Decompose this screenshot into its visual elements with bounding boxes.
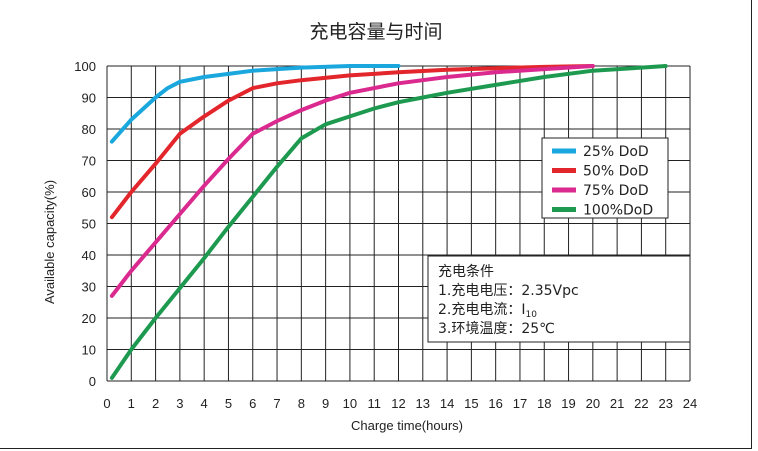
condition-voltage: 1.充电电压：2.35Vpc — [438, 283, 579, 299]
x-axis-label: Charge time(hours) — [351, 418, 463, 433]
y-axis-label: Available capacity(%) — [42, 180, 57, 304]
y-tick-label: 10 — [82, 343, 96, 358]
y-tick-labels: 0 10 20 30 40 50 60 70 80 90 100 — [74, 59, 96, 389]
x-tick-label: 16 — [488, 396, 502, 411]
x-tick-label: 9 — [322, 396, 329, 411]
x-tick-label: 22 — [634, 396, 648, 411]
condition-current-symbol: I — [521, 302, 525, 318]
legend-label: 75% DoD — [583, 183, 649, 199]
series-line-2 — [109, 64, 595, 220]
y-tick-label: 60 — [82, 185, 96, 200]
x-tick-label: 8 — [298, 396, 305, 411]
series-lines — [109, 64, 668, 380]
y-tick-label: 50 — [82, 217, 96, 232]
x-tick-label: 19 — [561, 396, 575, 411]
legend-label: 100%DoD — [583, 203, 653, 219]
condition-current-prefix: 2.充电电流： — [438, 302, 521, 318]
x-tick-label: 20 — [586, 396, 600, 411]
x-tick-label: 18 — [537, 396, 551, 411]
legend-label: 50% DoD — [583, 164, 649, 180]
conditions-border — [427, 255, 691, 343]
x-tick-label: 1 — [128, 396, 135, 411]
x-tick-label: 15 — [464, 396, 478, 411]
condition-current: 2.充电电流：I10 — [438, 302, 537, 320]
series-line-3 — [109, 64, 595, 298]
legend: 25% DoD 50% DoD 75% DoD 100%DoD — [541, 137, 669, 219]
x-tick-label: 7 — [273, 396, 280, 411]
x-tick-label: 14 — [440, 396, 454, 411]
y-tick-label: 90 — [82, 91, 96, 106]
x-tick-label: 4 — [201, 396, 208, 411]
x-tick-label: 12 — [391, 396, 405, 411]
x-tick-label: 23 — [658, 396, 672, 411]
conditions-heading: 充电条件 — [438, 263, 494, 280]
x-tick-label: 6 — [249, 396, 256, 411]
legend-items: 25% DoD 50% DoD 75% DoD 100%DoD — [552, 144, 653, 219]
y-tick-label: 20 — [82, 311, 96, 326]
condition-current-subscript: 10 — [526, 310, 538, 320]
x-tick-label: 3 — [176, 396, 183, 411]
x-tick-label: 2 — [152, 396, 159, 411]
y-tick-label: 70 — [82, 154, 96, 169]
y-tick-label: 30 — [82, 280, 96, 295]
chart-title: 充电容量与时间 — [309, 21, 442, 43]
y-tick-label: 80 — [82, 122, 96, 137]
x-tick-label: 13 — [416, 396, 430, 411]
x-tick-labels: 0 1 2 3 4 5 6 7 8 9 10 11 12 13 14 15 16 17 18 19 20 21 22 23 24 — [103, 396, 697, 411]
x-tick-label: 21 — [610, 396, 624, 411]
x-tick-label: 10 — [343, 396, 357, 411]
series-line-4 — [109, 64, 668, 380]
x-tick-label: 0 — [103, 396, 110, 411]
x-tick-label: 17 — [513, 396, 527, 411]
legend-label: 25% DoD — [583, 144, 649, 160]
conditions-box: 充电条件 1.充电电压：2.35Vpc 2.充电电流：I10 3.环境温度：25… — [427, 255, 691, 343]
x-tick-label: 5 — [225, 396, 232, 411]
x-tick-label: 24 — [683, 396, 697, 411]
y-tick-label: 100 — [74, 59, 96, 74]
x-tick-label: 11 — [367, 396, 381, 411]
condition-temperature: 3.环境温度：25℃ — [438, 321, 555, 337]
y-tick-label: 0 — [89, 374, 96, 389]
y-tick-label: 40 — [82, 248, 96, 263]
series-line-1 — [109, 64, 401, 144]
